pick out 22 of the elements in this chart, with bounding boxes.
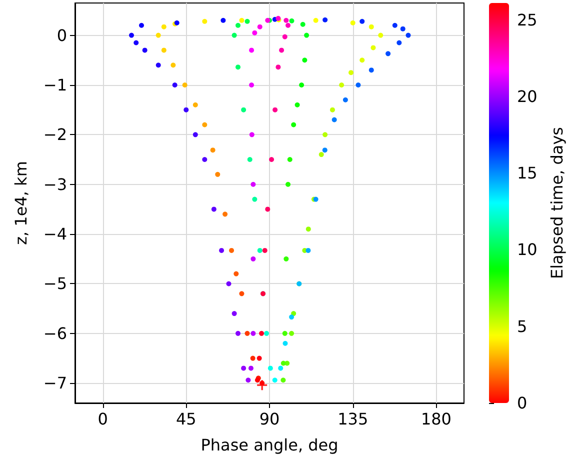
y-tick-label: −1	[43, 75, 67, 94]
y-tick-label: −3	[43, 174, 67, 194]
x-tick-label: 135	[338, 410, 368, 428]
x-tick-label: 90	[259, 410, 280, 428]
color-bar-label: 25	[517, 10, 538, 30]
color-bar-label: 20	[517, 86, 538, 106]
y-tick-label: −2	[43, 125, 67, 144]
x-tick-label: 45	[176, 410, 196, 428]
y-tick-label: −7	[43, 374, 67, 393]
color-bar-label: 15	[517, 164, 538, 183]
y-axis-title: z, 1e4, km	[12, 161, 30, 245]
y-tick-label: −4	[43, 224, 67, 244]
y-tick-label: 0	[56, 26, 67, 45]
color-bar-label: 0	[517, 394, 528, 412]
y-tick-label: −6	[43, 324, 67, 343]
x-tick-label: 0	[98, 410, 108, 428]
y-tick-label: −5	[43, 274, 67, 294]
x-tick-label: 180	[420, 410, 452, 428]
x-axis-title: Phase angle, deg	[200, 436, 338, 454]
color-bar-label: 10	[517, 240, 538, 260]
color-bar-title: Elapsed time, days	[548, 126, 566, 280]
color-bar-label: 5	[517, 316, 528, 336]
